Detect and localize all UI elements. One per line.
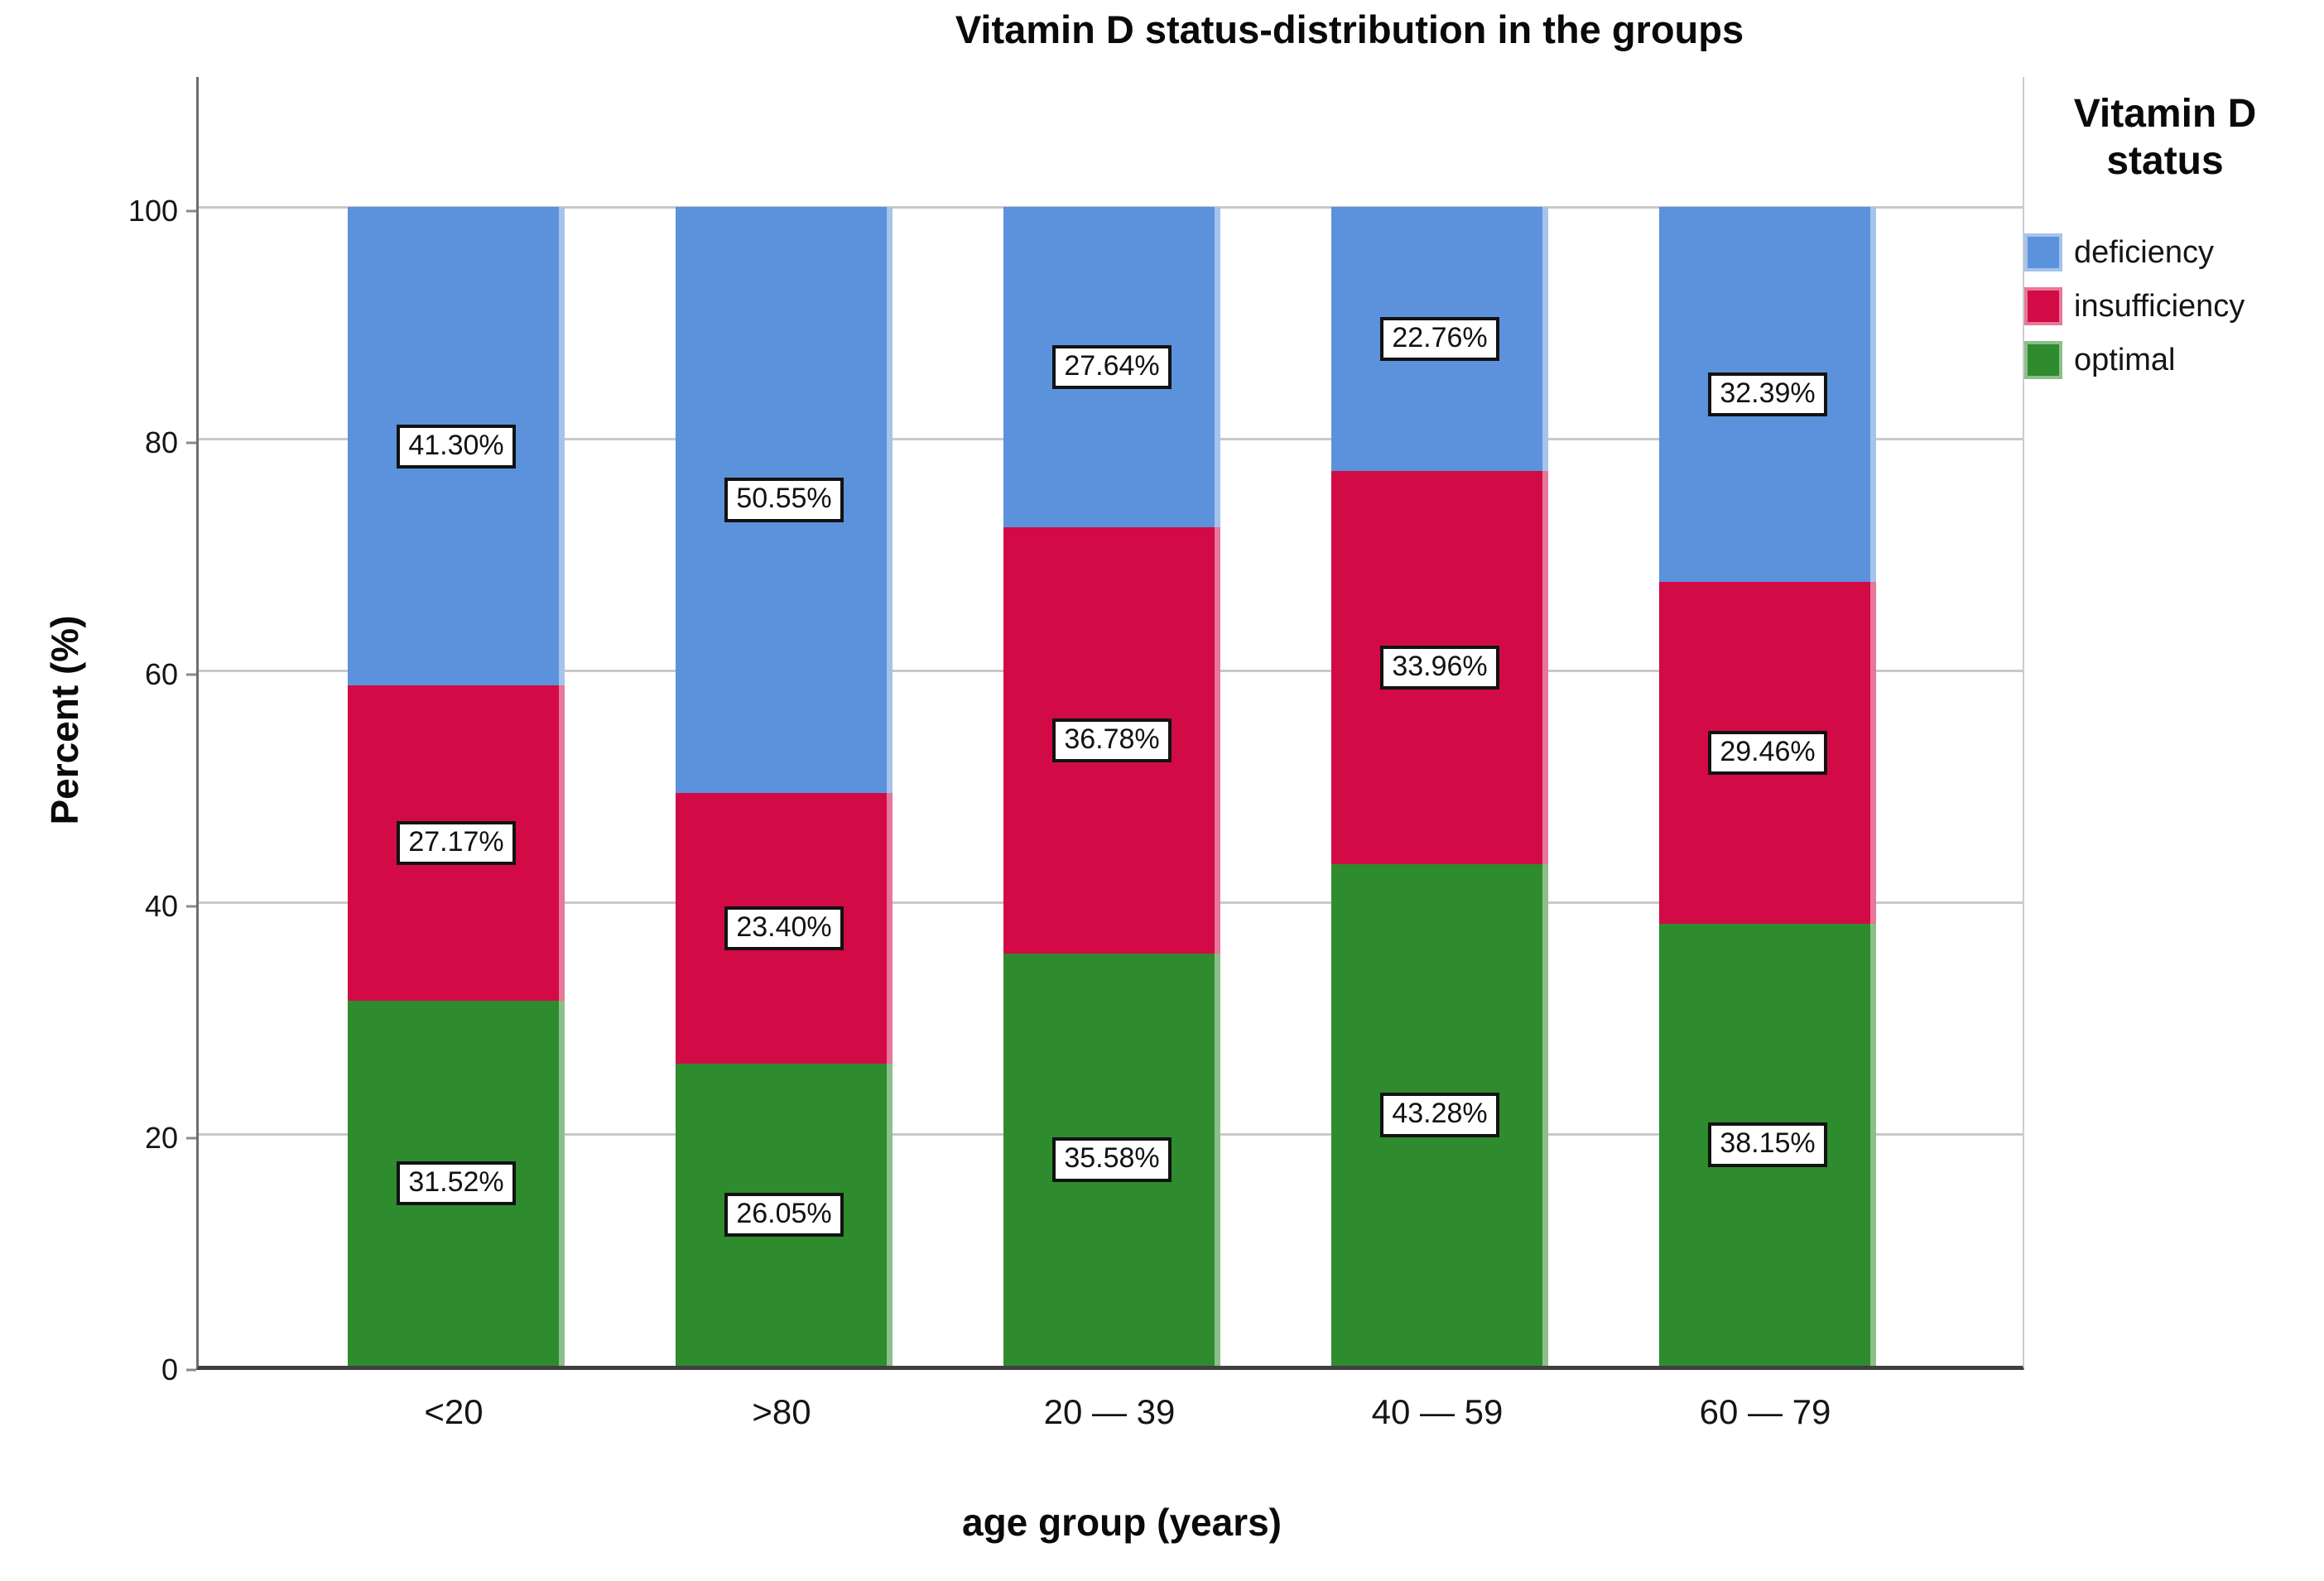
legend-item-label: insufficiency [2074, 288, 2245, 324]
legend-swatch-deficiency [2024, 233, 2062, 272]
bar-segment-insufficiency: 33.96% [1331, 470, 1548, 865]
value-label-optimal: 38.15% [1708, 1122, 1827, 1167]
y-tick-label-60: 60 [144, 657, 178, 691]
value-label-deficiency: 41.30% [397, 424, 516, 469]
chart-title: Vitamin D status-distribution in the gro… [955, 7, 1744, 51]
x-category-label-3: 20 — 39 [1043, 1392, 1176, 1431]
y-tick-label-100: 100 [128, 194, 178, 228]
value-label-optimal: 31.52% [397, 1161, 516, 1206]
value-label-deficiency: 50.55% [724, 478, 844, 522]
y-tick-label-40: 40 [144, 889, 178, 923]
legend-item-label: deficiency [2074, 234, 2214, 270]
value-label-deficiency: 22.76% [1380, 316, 1499, 362]
legend-item-optimal: optimal [2024, 339, 2176, 381]
y-axis-title: Percent (%) [43, 615, 86, 825]
value-label-insufficiency: 27.17% [397, 820, 516, 866]
plot-area: 31.52% 27.17% 41.30% 26.05% 23.40% 50.55% 35.5… [196, 77, 2024, 1370]
y-tick-mark-40 [186, 905, 196, 908]
bar-segment-deficiency: 32.39% [1659, 207, 1876, 583]
legend-item-deficiency: deficiency [2024, 232, 2214, 273]
bar-segment-deficiency: 22.76% [1331, 207, 1548, 471]
bar-segment-optimal: 43.28% [1331, 864, 1548, 1366]
x-category-label-2: >80 [752, 1392, 811, 1431]
legend-title: Vitamin D status [2073, 92, 2257, 183]
bar-segment-optimal: 35.58% [1003, 953, 1220, 1366]
value-label-insufficiency: 29.46% [1708, 730, 1827, 776]
x-category-label-5: 60 — 79 [1699, 1392, 1831, 1431]
bar-1: 31.52% 27.17% 41.30% [348, 77, 565, 1366]
value-label-deficiency: 27.64% [1052, 344, 1172, 390]
legend-item-label: optimal [2074, 342, 2176, 377]
bar-segment-optimal: 26.05% [676, 1064, 893, 1366]
y-tick-mark-60 [186, 673, 196, 676]
y-tick-mark-100 [186, 209, 196, 213]
value-label-insufficiency: 33.96% [1380, 645, 1499, 690]
x-axis-title: age group (years) [962, 1501, 1282, 1544]
x-category-label-1: <20 [424, 1392, 484, 1431]
y-tick-mark-80 [186, 441, 196, 445]
bar-3: 35.58% 36.78% 27.64% [1003, 77, 1220, 1366]
value-label-insufficiency: 23.40% [724, 906, 844, 951]
y-tick-label-0: 0 [161, 1353, 178, 1386]
bar-segment-insufficiency: 27.17% [348, 685, 565, 1001]
bar-segment-optimal: 31.52% [348, 1000, 565, 1366]
bar-4: 43.28% 33.96% 22.76% [1331, 77, 1548, 1366]
y-tick-mark-20 [186, 1136, 196, 1140]
legend-swatch-optimal [2024, 341, 2062, 379]
value-label-optimal: 43.28% [1380, 1093, 1499, 1137]
bar-segment-optimal: 38.15% [1659, 923, 1876, 1366]
legend-swatch-insufficiency [2024, 287, 2062, 325]
value-label-optimal: 26.05% [724, 1192, 844, 1237]
value-label-deficiency: 32.39% [1708, 372, 1827, 417]
x-category-label-4: 40 — 59 [1371, 1392, 1504, 1431]
bar-segment-insufficiency: 36.78% [1003, 526, 1220, 954]
legend-item-insufficiency: insufficiency [2024, 286, 2245, 327]
bar-segment-deficiency: 41.30% [348, 207, 565, 686]
value-label-optimal: 35.58% [1052, 1137, 1172, 1182]
bar-segment-insufficiency: 23.40% [676, 792, 893, 1064]
bar-segment-deficiency: 27.64% [1003, 207, 1220, 527]
bar-segment-insufficiency: 29.46% [1659, 582, 1876, 924]
bars-layer: 31.52% 27.17% 41.30% 26.05% 23.40% 50.55% 35.5… [199, 77, 2023, 1366]
bar-2: 26.05% 23.40% 50.55% [676, 77, 893, 1366]
value-label-insufficiency: 36.78% [1052, 718, 1172, 763]
bar-5: 38.15% 29.46% 32.39% [1659, 77, 1876, 1366]
y-tick-label-80: 80 [144, 425, 178, 459]
bar-segment-deficiency: 50.55% [676, 207, 893, 793]
y-tick-mark-0 [186, 1368, 196, 1372]
y-tick-label-20: 20 [144, 1121, 178, 1155]
